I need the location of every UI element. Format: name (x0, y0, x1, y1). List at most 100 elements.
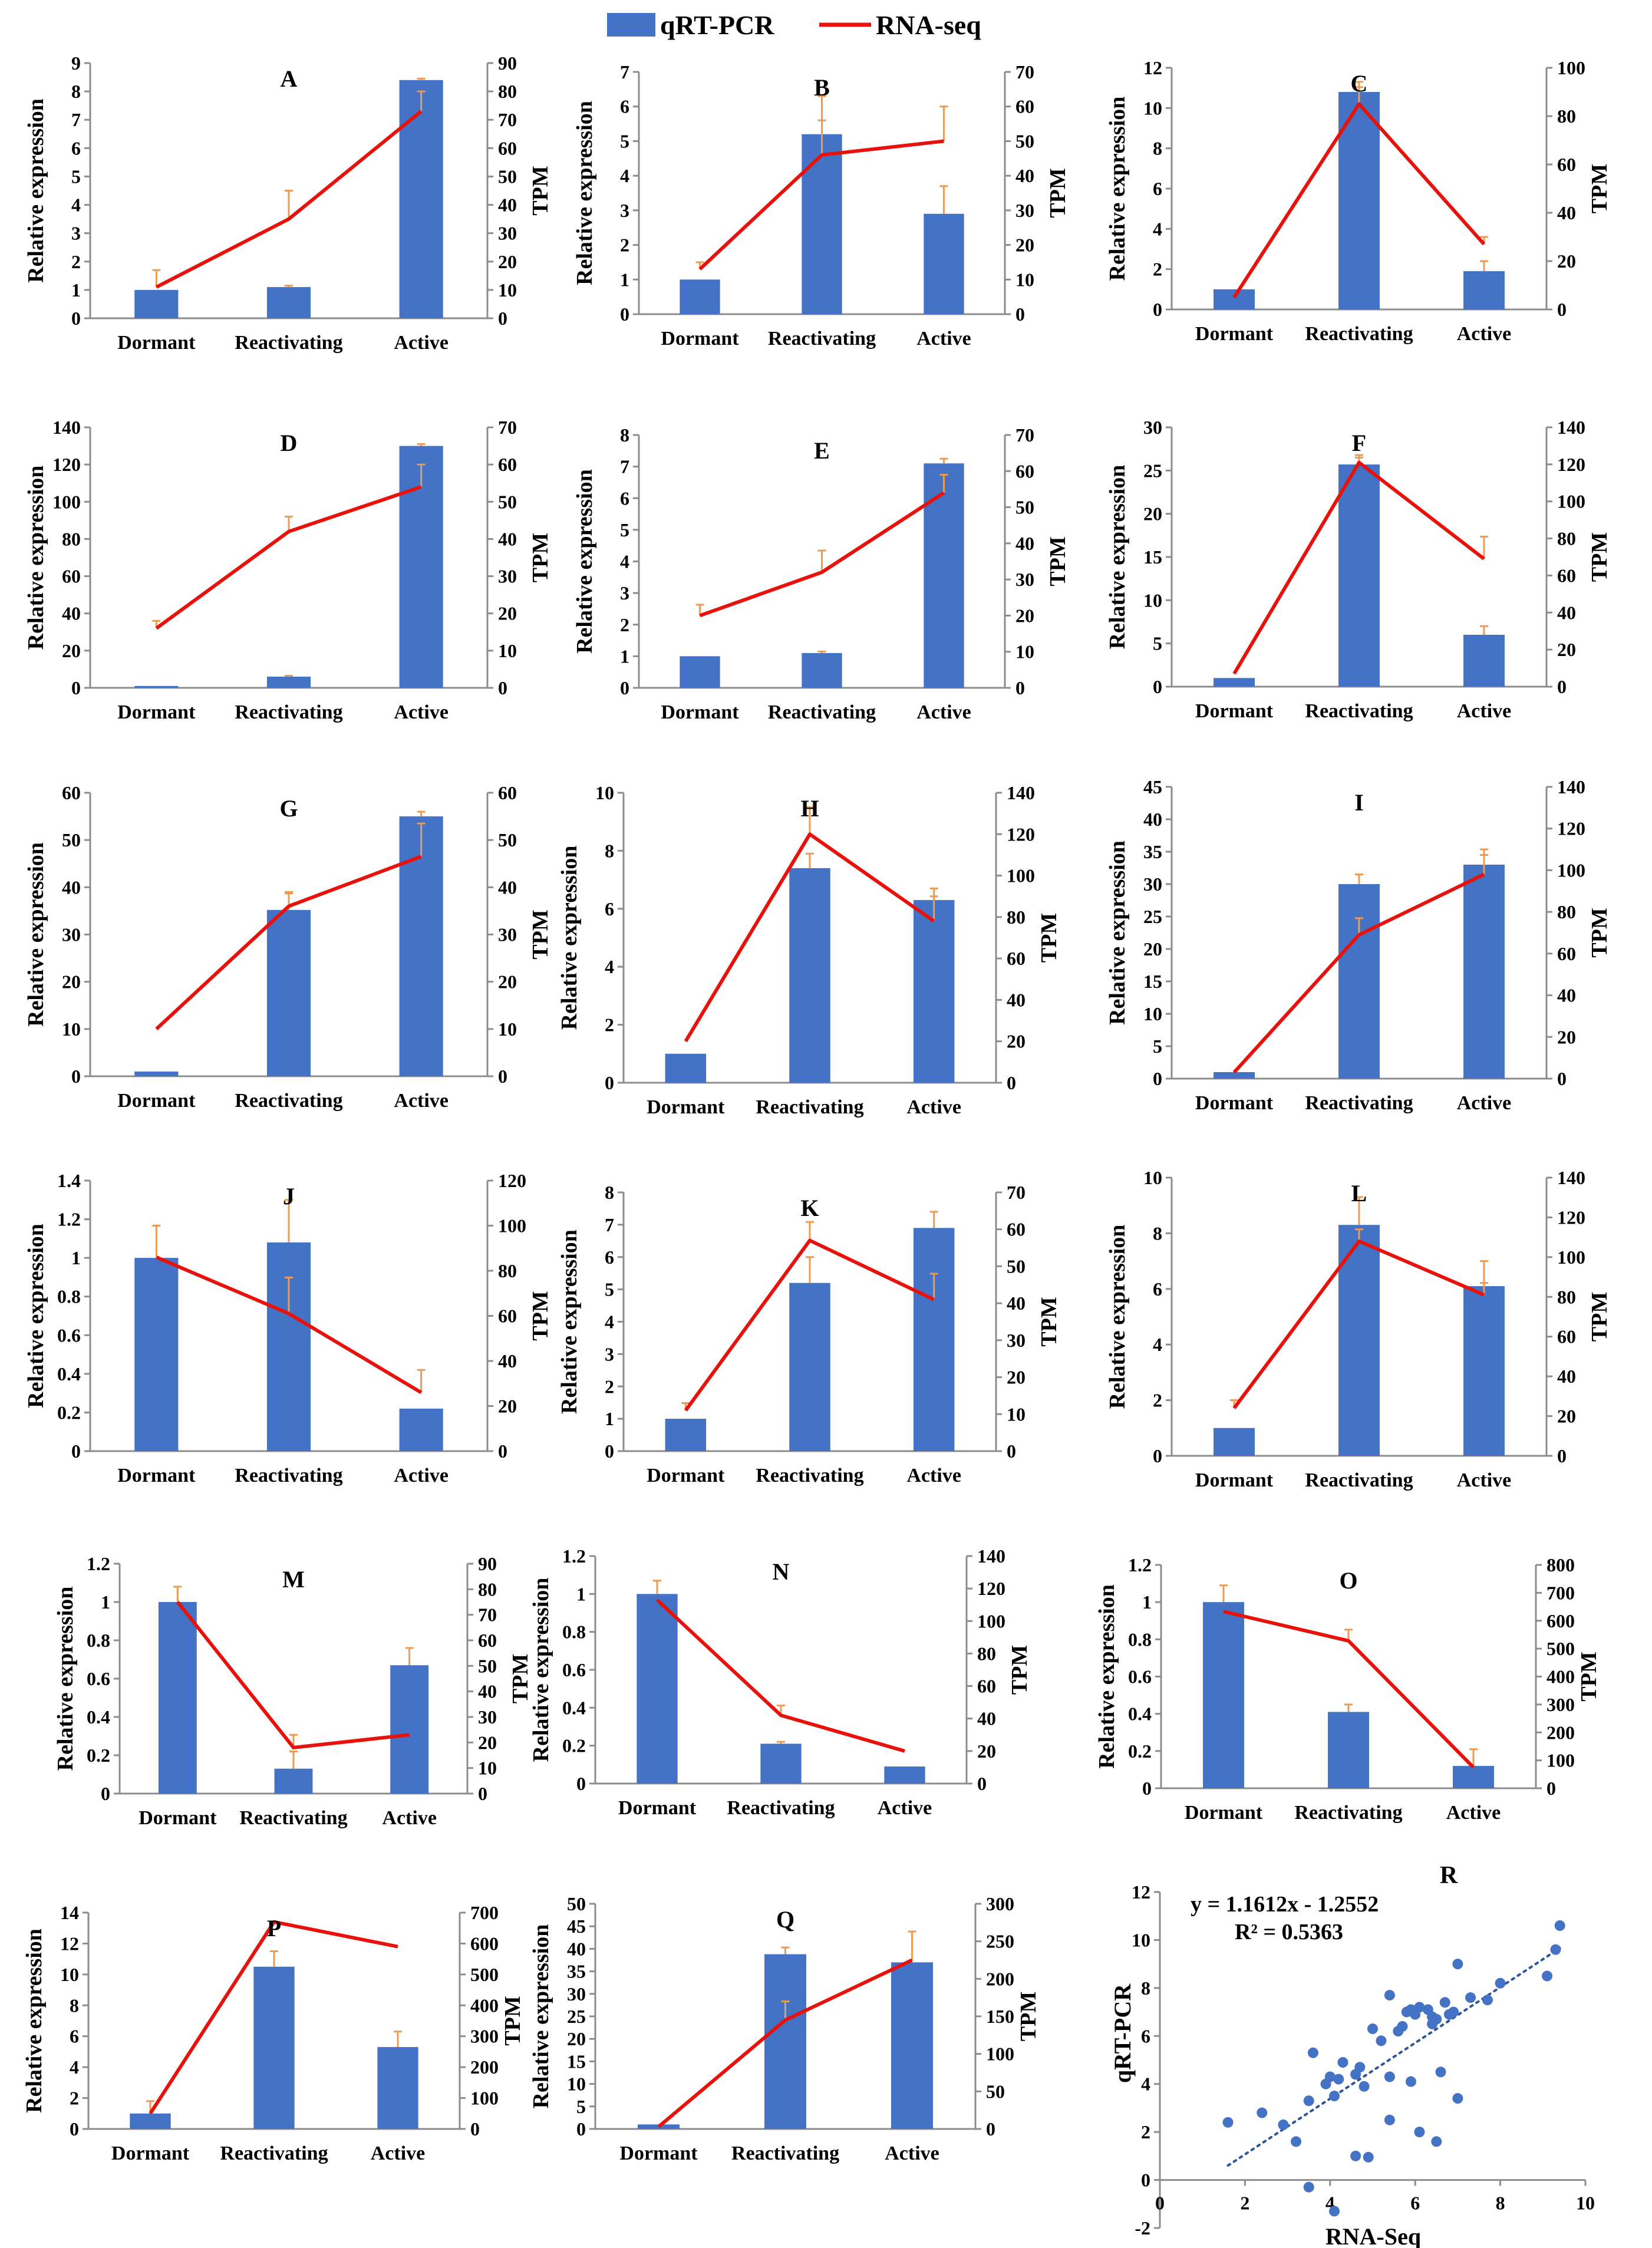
category-label: Dormant (117, 332, 196, 354)
right-tick-label: 300 (1547, 1694, 1575, 1715)
left-tick-label: 6 (620, 487, 629, 509)
left-tick-label: 4 (70, 2056, 79, 2078)
bar-active (1463, 271, 1505, 309)
right-tick-label: 20 (498, 971, 517, 993)
rna-seq-line (155, 110, 423, 289)
bar-dormant (638, 2124, 680, 2129)
scatter-point (1448, 2006, 1459, 2018)
left-tick-label: 1 (71, 1247, 81, 1268)
left-tick-label: 5 (620, 519, 629, 540)
right-tick-label: 40 (1557, 985, 1576, 1006)
right-tick-label: 80 (478, 1578, 497, 1600)
right-tick-label: 20 (1557, 1026, 1576, 1047)
bar-reactivating (802, 653, 842, 688)
right-tick-label: 140 (1557, 776, 1585, 797)
scatter-point (1495, 1977, 1506, 1989)
right-tick-label: 90 (498, 52, 517, 74)
left-tick-label: 5 (1153, 1036, 1162, 1057)
right-tick-label: 40 (498, 195, 517, 216)
left-tick-label: 10 (567, 2074, 586, 2095)
scatter-point (1435, 2066, 1446, 2078)
regression-equation: y = 1.1612x - 1.2552 (1191, 1892, 1379, 1917)
left-tick-label: 7 (605, 1214, 614, 1235)
right-axis-title: TPM (1587, 908, 1612, 957)
r-squared: R² = 0.5363 (1235, 1920, 1343, 1944)
left-tick-label: 1.4 (57, 1170, 81, 1191)
y-tick-label: 0 (1141, 2170, 1150, 2191)
scatter-point (1363, 2151, 1374, 2163)
right-tick-label: 700 (470, 1902, 499, 1923)
category-label: Dormant (1195, 1092, 1274, 1114)
left-tick-label: 0 (101, 1783, 110, 1804)
right-tick-label: 0 (1007, 1441, 1016, 1462)
left-tick-label: 30 (1143, 874, 1162, 895)
left-tick-label: 10 (595, 782, 614, 803)
bar-reactivating (1338, 884, 1380, 1079)
y-tick-label: 12 (1132, 1881, 1150, 1903)
right-tick-label: 10 (498, 640, 517, 661)
category-label: Reactivating (235, 332, 342, 354)
right-tick-label: 70 (478, 1604, 497, 1626)
right-tick-label: 0 (1557, 299, 1567, 320)
panel-label: G (279, 795, 298, 822)
panel-label: C (1351, 70, 1368, 97)
right-tick-label: 100 (1547, 1750, 1575, 1771)
rna-seq-line (155, 855, 422, 1031)
category-label: Active (906, 1096, 961, 1118)
right-tick-label: 100 (1557, 491, 1585, 512)
scatter-point (1554, 1920, 1565, 1931)
scatter-point (1376, 2035, 1387, 2046)
left-tick-label: 8 (605, 1182, 614, 1203)
left-tick-label: 10 (60, 1964, 79, 1985)
rna-seq-line (1232, 872, 1485, 1074)
left-axis-title: Relative expression (24, 842, 48, 1027)
left-tick-label: 4 (605, 1311, 614, 1333)
category-label: Reactivating (235, 1465, 342, 1486)
category-label: Dormant (1185, 1802, 1263, 1824)
right-tick-label: 20 (1557, 639, 1576, 660)
bar-reactivating (253, 1966, 295, 2129)
category-label: Active (1457, 323, 1512, 345)
left-tick-label: 35 (567, 1961, 586, 1982)
scatter-point (1414, 2002, 1425, 2013)
chart-panel-g: 0 10 20 30 40 50 60 0 10 20 30 40 50 60 Dormant Reactiv… (24, 782, 553, 1112)
panel-label: R (1440, 1862, 1458, 1889)
right-tick-label: 70 (1007, 1182, 1026, 1203)
left-tick-label: 0 (605, 1441, 614, 1462)
left-tick-label: 1 (620, 645, 629, 667)
left-tick-label: 50 (567, 1893, 586, 1914)
right-tick-label: 140 (977, 1545, 1005, 1567)
left-tick-label: 3 (71, 223, 81, 244)
left-tick-label: 0 (1142, 1778, 1152, 1799)
right-tick-label: 0 (1015, 677, 1025, 698)
right-tick-label: 60 (1015, 96, 1034, 117)
right-tick-label: 20 (1557, 1406, 1576, 1427)
left-tick-label: 6 (70, 2026, 79, 2047)
left-tick-label: 2 (71, 251, 81, 272)
scatter-point (1384, 2114, 1395, 2125)
left-tick-label: 10 (1143, 589, 1162, 611)
bar-active (399, 816, 443, 1076)
right-tick-label: 0 (498, 1441, 507, 1462)
panel-label: K (800, 1195, 819, 1221)
left-tick-label: 1.2 (87, 1553, 110, 1574)
right-tick-label: 40 (1557, 1366, 1576, 1387)
panel-label: I (1354, 789, 1364, 816)
right-tick-label: 50 (498, 829, 517, 851)
left-tick-label: 0.4 (562, 1697, 586, 1718)
bar-dormant (134, 1258, 179, 1451)
chart-panel-n: 0 0.2 0.4 0.6 0.8 1 1.2 0 20 40 60 80 100 120 140 Dorma… (529, 1545, 1032, 1819)
y-tick-label: 10 (1132, 1929, 1150, 1950)
right-tick-label: 100 (1007, 865, 1035, 886)
left-tick-label: 0 (576, 2118, 586, 2140)
bar-active (1463, 865, 1505, 1079)
bar-active (913, 1228, 955, 1451)
left-tick-label: 0 (620, 677, 629, 698)
right-tick-label: 40 (1557, 202, 1576, 223)
category-label: Active (394, 1465, 449, 1486)
right-tick-label: 80 (498, 81, 517, 102)
legend-bar-swatch (607, 13, 655, 37)
right-tick-label: 800 (1547, 1554, 1575, 1575)
left-tick-label: 25 (1143, 906, 1162, 927)
